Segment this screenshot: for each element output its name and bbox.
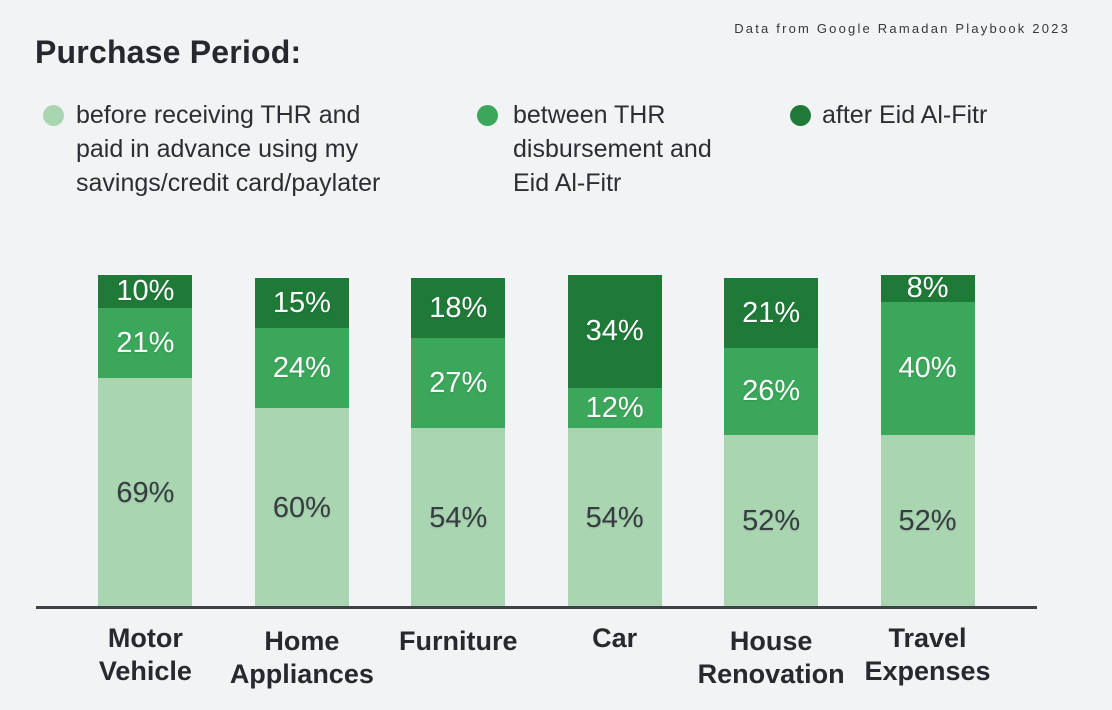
bar-column-car: 34% 12% 54% Car [567, 275, 662, 653]
bar-value-label: 54% [585, 501, 644, 534]
bar-value-label: 10% [116, 275, 175, 308]
legend-item-after-eid: after Eid Al-Fitr [790, 98, 987, 132]
bar-value-label: 21% [742, 296, 801, 329]
legend-dot-mid-green [477, 105, 498, 126]
legend-dot-light-green [43, 105, 64, 126]
legend-dot-dark-green [790, 105, 811, 126]
bar-value-label: 40% [898, 351, 957, 384]
bar-value-label: 26% [742, 375, 801, 408]
category-label: Car [592, 623, 638, 654]
bar-value-label: 15% [272, 286, 331, 319]
bars-row: 10% 21% 69% Motor Vehicle 15% 24% 60% Home Appl… [36, 271, 1037, 689]
category-label: Home Appliances [229, 626, 374, 690]
bar-segment: 26% [724, 348, 819, 435]
bar-value-label: 69% [116, 476, 175, 509]
bar-segment: 10% [98, 275, 193, 309]
bar-value-label: 8% [906, 271, 949, 304]
bar-column-home-appliances: 15% 24% 60% Home Appliances [230, 278, 374, 689]
bar-column-furniture: 18% 27% 54% Furniture [399, 278, 518, 656]
bar-value-label: 54% [429, 501, 488, 534]
x-axis-line [36, 606, 1037, 609]
bar-segment: 15% [254, 278, 349, 329]
legend-label: before receiving THR and paid in advance… [76, 101, 381, 197]
category-label: Furniture [399, 626, 518, 657]
bar-segment: 24% [254, 328, 349, 409]
bar-value-label: 21% [116, 326, 175, 359]
attribution-text: Data from Google Ramadan Playbook 2023 [734, 21, 1070, 36]
legend-label: between THR disbursement and Eid Al-Fitr [513, 101, 712, 197]
bar-segment: 8% [880, 271, 975, 304]
legend-label: after Eid Al-Fitr [822, 101, 988, 129]
bar-value-label: 12% [585, 391, 644, 424]
bar-value-label: 60% [272, 491, 331, 524]
bar-segment: 18% [411, 278, 506, 339]
bar-segment: 52% [880, 434, 975, 608]
bar-value-label: 52% [742, 504, 801, 537]
bar-value-label: 18% [429, 291, 488, 324]
bar-segment: 34% [567, 275, 662, 389]
bar-value-label: 52% [898, 504, 957, 537]
bar-column-house-renovation: 21% 26% 52% House Renovation [698, 278, 845, 689]
bar-segment: 54% [411, 428, 506, 608]
bar-value-label: 24% [272, 351, 331, 384]
page-title: Purchase Period: [35, 34, 302, 70]
category-label: Travel Expenses [864, 623, 991, 687]
bar-segment: 27% [411, 338, 506, 429]
bar-segment: 52% [724, 434, 819, 608]
bar-column-motor-vehicle: 10% 21% 69% Motor Vehicle [98, 275, 193, 686]
bar-column-travel-expenses: 8% 40% 52% Travel Expenses [864, 271, 990, 686]
bar-segment: 21% [98, 308, 193, 379]
legend-item-between-thr-eid: between THR disbursement and Eid Al-Fitr [477, 98, 712, 200]
bar-segment: 54% [567, 428, 662, 608]
category-label: Motor Vehicle [98, 623, 192, 687]
bar-value-label: 34% [585, 315, 644, 348]
bar-segment: 21% [724, 278, 819, 349]
bar-segment: 40% [880, 301, 975, 435]
category-label: House Renovation [697, 626, 845, 690]
bar-segment: 12% [567, 388, 662, 429]
bar-segment: 60% [254, 408, 349, 608]
bar-value-label: 27% [429, 366, 488, 399]
legend-item-before-thr: before receiving THR and paid in advance… [43, 98, 380, 200]
bar-segment: 69% [98, 378, 193, 608]
